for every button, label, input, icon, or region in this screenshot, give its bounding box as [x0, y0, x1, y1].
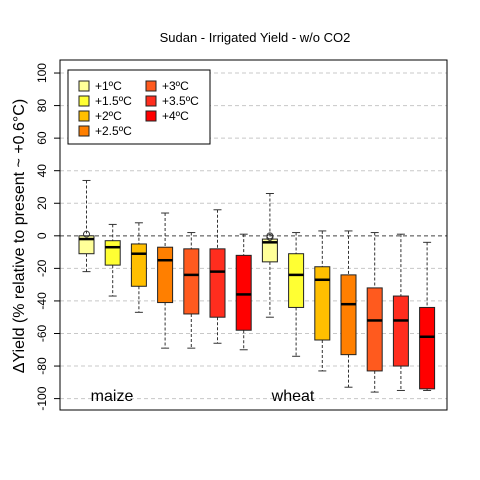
box-body	[366, 287, 383, 372]
y-tick-label: 100	[35, 63, 49, 83]
y-tick-label: -100	[35, 386, 49, 410]
y-tick-label: -20	[35, 259, 49, 277]
box-body	[104, 240, 121, 266]
legend-swatch	[78, 110, 90, 122]
box-body	[314, 266, 331, 341]
y-axis: -100 -80 -60 -40 -20 0 20 40 60 80 100	[35, 63, 60, 411]
y-tick-label: 80	[35, 99, 49, 113]
box-body	[130, 243, 147, 287]
box-body	[209, 248, 226, 318]
box-maize-4	[183, 232, 200, 349]
legend-label: +3ºC	[162, 79, 189, 93]
group-labels: maize wheat	[91, 388, 315, 405]
plot-frame	[59, 59, 448, 411]
legend-swatch	[145, 110, 157, 122]
chart-title: Sudan - Irrigated Yield - w/o CO2	[160, 30, 351, 45]
y-tick-label: -80	[35, 357, 49, 375]
legend-box	[67, 69, 211, 145]
box-series	[78, 179, 436, 393]
box-body	[183, 248, 200, 315]
box-maize-6	[235, 233, 252, 351]
box-body	[157, 246, 174, 304]
box-wheat-2	[314, 230, 331, 372]
legend: +1ºC+1.5ºC+2ºC+2.5ºC +3ºC+3.5ºC+4ºC	[67, 69, 211, 145]
box-wheat-1	[288, 232, 305, 357]
box-wheat-0	[261, 192, 278, 318]
group-label-maize: maize	[91, 388, 134, 405]
legend-label: +4ºC	[162, 109, 189, 123]
y-axis-label: ΔYield (% relative to present ~ +0.6°C)	[11, 99, 28, 373]
box-wheat-6	[419, 241, 436, 391]
box-body	[235, 254, 252, 331]
y-tick-label: -40	[35, 292, 49, 310]
box-maize-1	[104, 223, 121, 297]
box-body	[340, 274, 357, 356]
group-label-wheat: wheat	[271, 388, 315, 405]
y-tick-label: 20	[35, 196, 49, 210]
legend-label: +2.5ºC	[95, 124, 132, 138]
outlier-point	[266, 233, 274, 241]
y-tick-label: 0	[35, 232, 49, 239]
legend-label: +1.5ºC	[95, 94, 132, 108]
box-body	[288, 253, 305, 308]
legend-swatch	[78, 95, 90, 107]
y-tick-label: -60	[35, 324, 49, 342]
outlier-point	[83, 230, 90, 238]
y-tick-label: 60	[35, 131, 49, 145]
legend-swatch	[78, 80, 90, 92]
legend-label: +2ºC	[95, 109, 122, 123]
y-tick-label: 40	[35, 164, 49, 178]
box-body	[392, 295, 409, 367]
legend-swatch	[145, 80, 157, 92]
legend-label: +1ºC	[95, 79, 122, 93]
box-body	[419, 306, 436, 390]
box-wheat-5	[392, 233, 409, 391]
legend-swatch	[78, 125, 90, 137]
box-maize-2	[130, 222, 147, 313]
legend-swatch	[145, 95, 157, 107]
box-wheat-4	[366, 232, 383, 393]
box-maize-5	[209, 209, 226, 344]
box-wheat-3	[340, 230, 357, 388]
box-maize-3	[157, 212, 174, 349]
box-maize-0	[78, 179, 95, 273]
legend-label: +3.5ºC	[162, 94, 199, 108]
